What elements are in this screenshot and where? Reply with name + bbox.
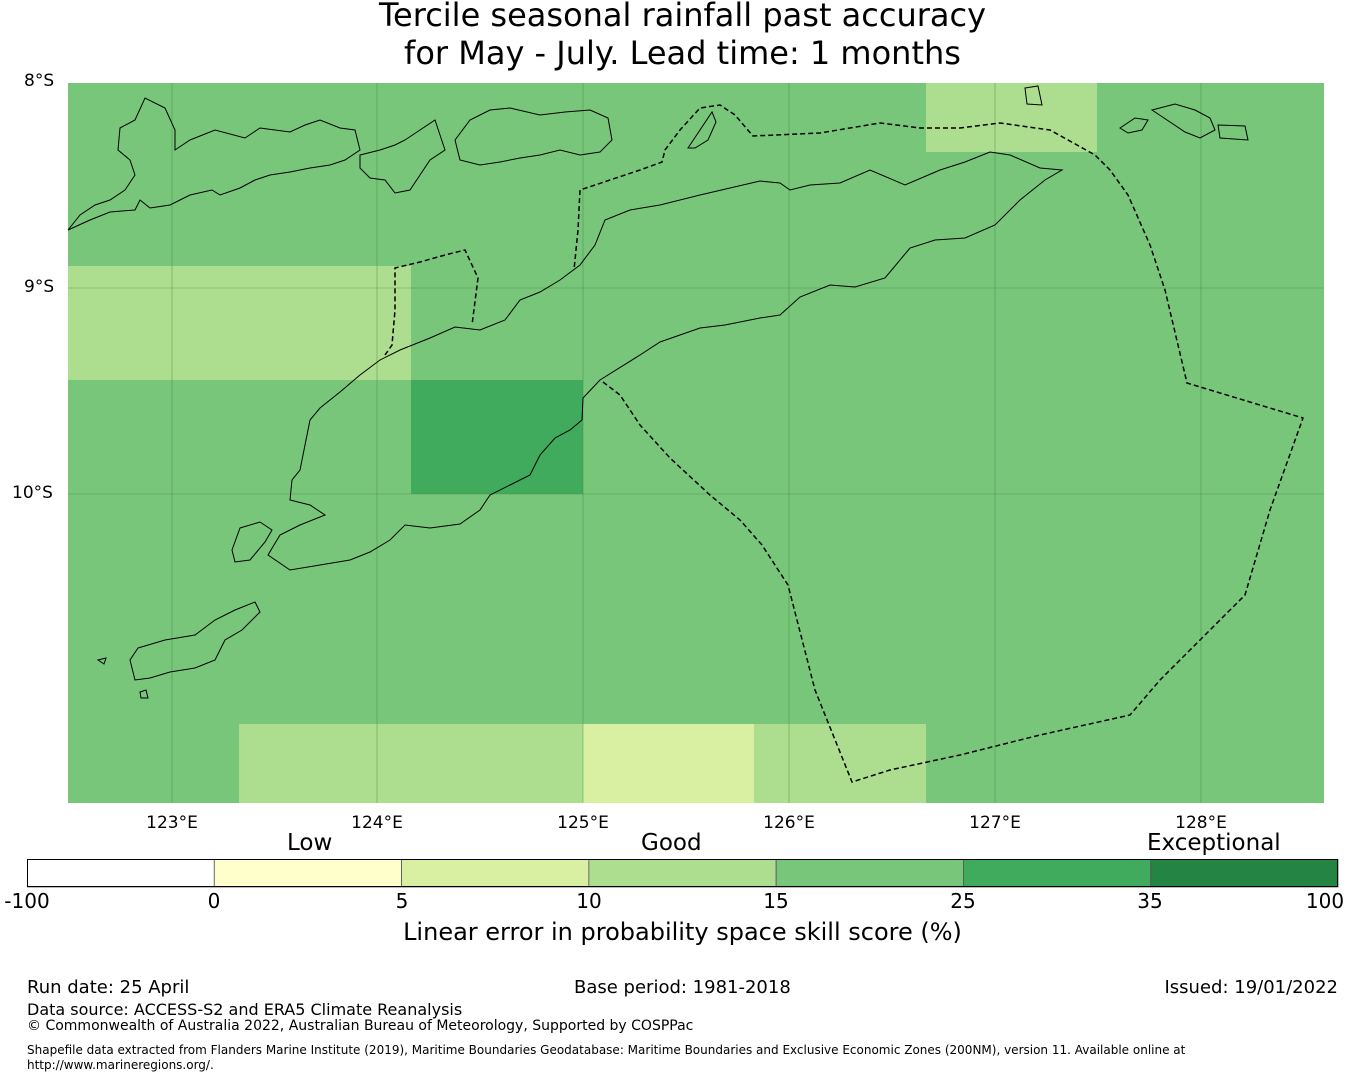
map-background bbox=[68, 83, 1324, 803]
base-period: Base period: 1981-2018 bbox=[574, 977, 791, 998]
colorbar-segment-0 bbox=[27, 859, 215, 888]
small-island-1 bbox=[1119, 117, 1149, 134]
shapefile-credit-line-1: Shapefile data extracted from Flanders M… bbox=[27, 1043, 1186, 1057]
run-date: Run date: 25 April bbox=[27, 977, 190, 998]
data-source: Data source: ACCESS-S2 and ERA5 Climate … bbox=[27, 1000, 463, 1019]
title-line-1: Tercile seasonal rainfall past accuracy bbox=[378, 0, 987, 34]
lat-label-10s: 10°S bbox=[12, 483, 53, 503]
chart-title: Tercile seasonal rainfall past accuracy … bbox=[0, 0, 1365, 72]
small-island-2 bbox=[1150, 103, 1216, 139]
category-exceptional: Exceptional bbox=[1147, 830, 1281, 856]
colorbar-segment-4 bbox=[775, 859, 964, 888]
tick-15: 15 bbox=[763, 889, 789, 913]
atauro-coast bbox=[687, 110, 717, 149]
category-good: Good bbox=[641, 830, 702, 856]
lat-label-9s: 9°S bbox=[24, 277, 55, 297]
timor-island-coast bbox=[267, 151, 1064, 571]
lon-label-124e: 124°E bbox=[351, 813, 403, 833]
timor-leste-eez-boundary bbox=[573, 104, 1304, 783]
copyright: © Commonwealth of Australia 2022, Austra… bbox=[27, 1018, 694, 1034]
flores-coast bbox=[67, 97, 361, 231]
lon-label-123e: 123°E bbox=[146, 813, 198, 833]
lon-label-126e: 126°E bbox=[763, 813, 815, 833]
oecusse-eez-boundary bbox=[384, 249, 479, 356]
wetar-coast bbox=[454, 107, 613, 166]
tick-35: 35 bbox=[1137, 889, 1163, 913]
tick-100: 100 bbox=[1305, 889, 1345, 913]
colorbar-segment-2 bbox=[401, 859, 590, 888]
gridlines bbox=[68, 83, 1324, 803]
small-island-6 bbox=[139, 689, 149, 699]
lat-label-8s: 8°S bbox=[24, 71, 55, 91]
title-line-2: for May - July. Lead time: 1 months bbox=[404, 34, 961, 72]
alor-coast bbox=[359, 119, 446, 194]
tick-25: 25 bbox=[950, 889, 976, 913]
colorbar-segment-3 bbox=[588, 859, 777, 888]
skill-cell-south-3 bbox=[754, 724, 926, 803]
tick-10: 10 bbox=[576, 889, 602, 913]
category-low: Low bbox=[287, 830, 333, 856]
shapefile-credit-line-2: http://www.marineregions.org/. bbox=[27, 1058, 214, 1072]
coastlines bbox=[67, 85, 1249, 699]
tick-0: 0 bbox=[207, 889, 221, 913]
colorbar-segment-5 bbox=[963, 859, 1152, 888]
small-island-5 bbox=[96, 657, 107, 665]
rote-island-coast bbox=[231, 521, 273, 563]
sawu-island-coast bbox=[129, 601, 261, 681]
skill-cell-west bbox=[68, 266, 411, 380]
small-island-3 bbox=[1217, 124, 1249, 141]
skill-cell-south-2 bbox=[583, 724, 754, 803]
skill-cell-high bbox=[411, 380, 583, 494]
tick-5: 5 bbox=[395, 889, 409, 913]
tick-neg100: -100 bbox=[4, 889, 50, 913]
colorbar-segment-6 bbox=[1150, 859, 1339, 888]
colorbar bbox=[27, 859, 1339, 888]
small-island-4 bbox=[1024, 85, 1043, 106]
colorbar-label: Linear error in probability space skill … bbox=[403, 918, 962, 946]
issued-date: Issued: 19/01/2022 bbox=[1164, 977, 1338, 998]
skill-cell-south-1 bbox=[239, 724, 583, 803]
lon-label-127e: 127°E bbox=[969, 813, 1021, 833]
maritime-boundaries bbox=[384, 104, 1304, 783]
lon-label-128e: 128°E bbox=[1175, 813, 1227, 833]
lon-label-125e: 125°E bbox=[557, 813, 609, 833]
colorbar-segment-1 bbox=[213, 859, 402, 888]
